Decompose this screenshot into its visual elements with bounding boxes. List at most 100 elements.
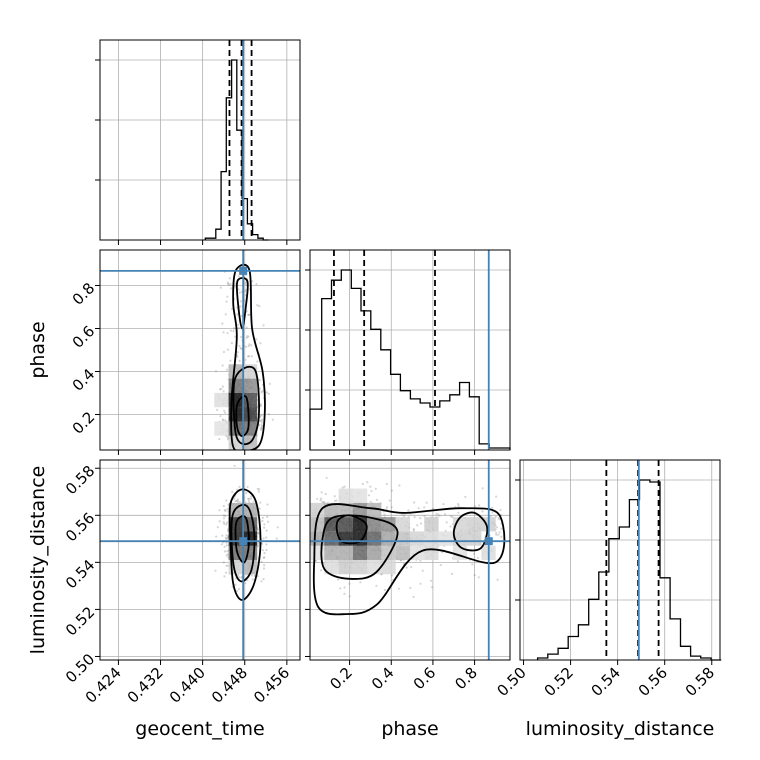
sample-point — [247, 313, 250, 316]
x-tick-label: 0.432 — [124, 664, 167, 707]
density-cell — [338, 502, 353, 518]
sample-point — [449, 525, 452, 528]
sample-point — [259, 414, 262, 418]
sample-point — [223, 508, 226, 512]
sample-point — [247, 335, 250, 338]
sample-point — [244, 358, 247, 361]
panel-background — [100, 40, 300, 240]
sample-point — [443, 513, 447, 516]
sample-point — [430, 579, 433, 582]
density-cell — [338, 545, 353, 560]
sample-point — [419, 559, 422, 562]
sample-point — [226, 537, 229, 540]
y-tick-label: 0.54 — [62, 556, 98, 592]
sample-point — [247, 345, 250, 348]
sample-point — [259, 404, 262, 407]
sample-point — [216, 526, 219, 529]
sample-point — [348, 595, 351, 598]
sample-point — [263, 556, 266, 559]
pair-panel-geocent-time-vs-luminosity-distance: 0.424 0.432 0.440 0.448 0.4560.500.520.540.5… — [62, 459, 301, 707]
density-cell — [367, 531, 382, 546]
sample-point — [256, 487, 259, 490]
sample-point — [259, 342, 262, 345]
sample-point — [222, 521, 225, 524]
sample-point — [324, 492, 327, 496]
sample-point — [491, 511, 494, 514]
sample-point — [343, 485, 346, 488]
sample-point — [498, 531, 501, 534]
sample-point — [224, 514, 227, 518]
sample-point — [265, 529, 268, 532]
sample-point — [226, 535, 229, 539]
sample-point — [216, 408, 219, 411]
sample-point — [225, 554, 228, 557]
density-cell — [324, 531, 339, 546]
sample-point — [423, 515, 426, 518]
sample-point — [250, 355, 253, 358]
sample-point — [237, 323, 240, 326]
sample-point — [243, 290, 247, 293]
sample-point — [236, 351, 239, 354]
sample-point — [265, 548, 268, 552]
sample-point — [259, 501, 262, 504]
contour-line — [452, 511, 489, 552]
x-tick-label: 0.50 — [494, 664, 530, 700]
sample-point — [437, 513, 440, 516]
sample-point — [222, 419, 225, 422]
truth-marker — [239, 266, 248, 275]
sample-point — [222, 331, 225, 334]
sample-point — [388, 499, 391, 502]
sample-point — [238, 344, 241, 347]
x-axis-label: geocent_time — [135, 718, 264, 740]
sample-point — [244, 288, 248, 291]
x-axis-label: luminosity_distance — [526, 718, 715, 740]
sample-point — [228, 277, 231, 280]
panel-frame — [309, 249, 511, 451]
y-axis-label: luminosity_distance — [27, 466, 49, 655]
density-cell — [242, 378, 258, 393]
density-cell — [467, 517, 482, 532]
sample-point — [222, 514, 225, 517]
sample-point — [233, 464, 236, 467]
sample-point — [262, 324, 265, 327]
sample-point — [439, 563, 442, 567]
sample-point — [226, 553, 229, 556]
sample-point — [267, 520, 270, 523]
sample-point — [491, 506, 494, 509]
y-tick-label: 0.2 — [69, 408, 99, 438]
sample-point — [253, 574, 256, 577]
sample-point — [260, 580, 263, 583]
sample-point — [238, 576, 241, 579]
density-cell — [242, 392, 258, 408]
sample-point — [419, 517, 422, 520]
pair-panel-geocent-time-vs-phase: 0.2 0.4 0.6 0.8 — [69, 249, 301, 455]
hist-panel-phase — [305, 249, 511, 455]
sample-point — [325, 476, 328, 479]
sample-point — [230, 287, 233, 290]
density-cell — [214, 392, 229, 408]
sample-point — [320, 491, 323, 494]
sample-point — [222, 350, 225, 354]
density-cell — [228, 364, 243, 379]
sample-point — [225, 523, 228, 526]
sample-point — [227, 283, 230, 287]
sample-point — [244, 282, 247, 285]
sample-point — [237, 500, 240, 503]
sample-point — [496, 578, 499, 581]
sample-point — [495, 526, 499, 529]
density-cell — [324, 502, 339, 518]
sample-point — [383, 513, 386, 516]
sample-point — [218, 388, 222, 391]
sample-point — [260, 421, 264, 424]
sample-point — [477, 576, 480, 579]
sample-point — [261, 519, 264, 523]
sample-point — [256, 360, 259, 363]
sample-point — [245, 345, 248, 348]
sample-point — [255, 283, 258, 286]
sample-point — [442, 503, 445, 506]
sample-point — [226, 528, 230, 531]
sample-point — [234, 335, 237, 338]
sample-point — [319, 499, 322, 502]
density-cell — [338, 488, 353, 503]
sample-point — [369, 485, 372, 488]
